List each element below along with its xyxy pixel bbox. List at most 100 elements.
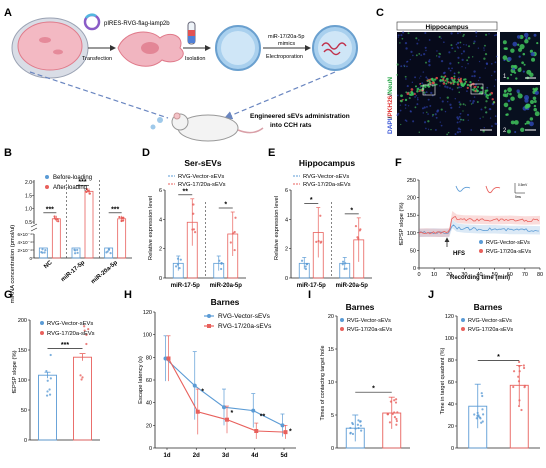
- micrograph-dot: [441, 100, 444, 103]
- panel-g-letter: G: [4, 289, 13, 301]
- micrograph-dot: [456, 81, 459, 84]
- micrograph-inset-dot: [513, 71, 517, 74]
- step-mimics-1: miR-17/20a-5p: [268, 34, 304, 40]
- micrograph-dot: [440, 108, 443, 111]
- b-data-point: [109, 252, 112, 255]
- micrograph-inset-dot: [518, 47, 522, 52]
- j-data-point: [517, 404, 521, 408]
- micrograph-dot: [491, 74, 493, 77]
- panel-i: I Barnes Times of contacting target hole…: [308, 289, 410, 452]
- micrograph-dot: [467, 56, 470, 59]
- panel-g: G fEPSP slope (%) 0 50 100 150 200 *** RVG-Ve…: [4, 289, 100, 444]
- micrograph-inset-dot: [523, 32, 529, 38]
- micrograph-dot: [441, 79, 445, 82]
- h-ytick-label: 60: [146, 378, 152, 384]
- micrograph-inset-dot: [503, 102, 509, 108]
- b-bar-after: [51, 218, 61, 259]
- micrograph-inset-dot: [512, 41, 518, 47]
- g-data-point: [48, 393, 52, 396]
- j-data-point: [522, 364, 525, 367]
- micrograph-dot: [439, 121, 441, 123]
- panel-h-letter: H: [124, 289, 132, 301]
- h-xtick-label: 2d: [193, 453, 200, 459]
- j-data-point: [520, 408, 523, 412]
- micrograph-dot: [477, 86, 480, 89]
- micrograph-dot: [434, 128, 437, 131]
- micrograph-inset-dot: [514, 130, 517, 134]
- micrograph-dot: [404, 75, 407, 78]
- i-ytick-label: 0: [331, 446, 334, 452]
- micrograph-dot: [405, 78, 407, 80]
- plasmid-label: pIRES-RVG-flag-lamp2b: [104, 21, 170, 27]
- micrograph-dot: [440, 75, 443, 78]
- g-data-point: [81, 376, 84, 379]
- f-band: [419, 219, 540, 238]
- i-data-point: [395, 398, 398, 401]
- j-data-point: [512, 385, 515, 389]
- panel-e-ylabel: Relative expression level: [274, 196, 280, 260]
- micrograph-dot: [476, 89, 479, 93]
- h-xtick-label: 3d: [222, 453, 229, 459]
- micrograph-inset-dot: [522, 70, 525, 73]
- micrograph-dot: [469, 99, 472, 102]
- j-data-point: [482, 413, 485, 416]
- i-data-point: [393, 416, 397, 419]
- h-ytick-label: 20: [146, 423, 152, 429]
- micrograph-dot: [449, 69, 452, 72]
- micrograph-dot: [493, 70, 496, 73]
- micrograph-dot: [420, 75, 422, 77]
- micrograph-dot: [466, 83, 470, 87]
- panel-b-letter: B: [4, 147, 12, 159]
- j-ytick-label: 80: [448, 358, 454, 364]
- micrograph-dot: [397, 36, 399, 38]
- d-data-point: [191, 228, 194, 231]
- micrograph-dot: [439, 79, 442, 82]
- micrograph-dot: [484, 52, 488, 56]
- micrograph-dot: [456, 46, 459, 48]
- micrograph-dot: [459, 77, 462, 80]
- micrograph-dot: [446, 80, 449, 83]
- micrograph-dot: [410, 91, 414, 95]
- micrograph-dot: [483, 57, 486, 60]
- micrograph-dot: [472, 42, 475, 45]
- micrograph-dot: [432, 113, 434, 116]
- d-data-point: [174, 265, 178, 268]
- panel-b-ylabel: miRNA concentration (pmol/ul): [10, 225, 16, 304]
- d-data-point: [233, 248, 236, 252]
- micrograph-inset-dot: [502, 55, 508, 60]
- micrograph-dot: [400, 123, 402, 126]
- micrograph-inset-dot: [529, 121, 534, 127]
- micrograph-dot: [426, 77, 429, 80]
- d-data-point: [192, 228, 196, 231]
- micrograph-dot: [471, 75, 474, 78]
- micrograph-dot: [440, 37, 442, 39]
- f-xtick-label: 10: [431, 272, 437, 278]
- micrograph-inset-dot: [526, 103, 531, 108]
- g-ytick-label: 50: [21, 408, 27, 414]
- micrograph-dot: [477, 79, 480, 82]
- micrograph-inset-dot: [506, 129, 511, 134]
- micrograph-dot: [447, 131, 450, 134]
- micrograph-dot: [432, 80, 435, 82]
- micrograph-signal: [396, 31, 498, 136]
- micrograph-inset-dot: [536, 42, 539, 45]
- panel-d-title: Ser-sEVs: [184, 158, 222, 168]
- micrograph-dot: [459, 128, 462, 131]
- micrograph-dot: [459, 79, 462, 83]
- micrograph-dot: [453, 75, 456, 78]
- micrograph-dot: [404, 98, 408, 102]
- i-data-point: [357, 426, 360, 430]
- d-data-point: [179, 258, 182, 261]
- g-ytick-label: 200: [18, 318, 27, 324]
- micrograph-dot: [427, 82, 430, 85]
- micrograph-dot: [410, 88, 414, 91]
- micrograph-dot: [456, 32, 459, 35]
- micrograph-dot: [485, 100, 488, 103]
- e-data-point: [304, 267, 308, 271]
- b-data-point: [76, 251, 79, 254]
- micrograph-dot: [404, 104, 407, 106]
- i-sig-label: *: [372, 386, 375, 393]
- micrograph-dot: [416, 97, 419, 99]
- micrograph-inset-dot: [533, 107, 538, 112]
- d-xtick-label: miR-20a-5p: [210, 283, 243, 289]
